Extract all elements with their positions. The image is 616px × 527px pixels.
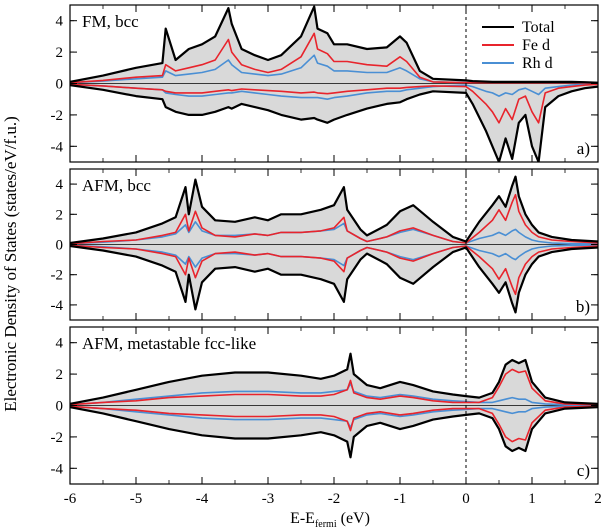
panel-title: AFM, bcc [82,176,151,195]
legend-label: Rh d [522,55,553,72]
series-fe-d-up [70,368,598,406]
y-tick-label: 0 [56,399,64,415]
y-tick-label: 4 [56,177,64,193]
y-tick-label: 0 [56,77,64,93]
x-axis-label: E-Efermi (eV) [290,510,370,527]
series-rh-d-up [70,382,598,406]
x-tick-label: -4 [196,491,209,507]
series-total-up [70,5,598,84]
panel-label: b) [576,297,590,316]
y-tick-label: 2 [56,207,64,223]
series-total-down [70,406,598,459]
y-tick-label: 4 [56,14,64,30]
x-tick-label: -2 [328,491,341,507]
panel-title: FM, bcc [82,12,139,31]
series-total-up [70,352,598,405]
series-total-down [70,84,598,162]
series-rh-d-down [70,83,598,100]
x-tick-label: 1 [528,491,536,507]
total-dos-fill [70,6,598,162]
y-tick-label: 4 [56,336,64,352]
panel-label: c) [577,461,590,480]
y-axis-label: Electronic Density of States (states/eV/… [1,116,20,412]
plot-area [70,352,598,459]
x-tick-label: -5 [130,491,143,507]
y-tick-label: -4 [51,461,64,477]
y-tick-label: 0 [56,238,64,254]
panel-2: -4 -2 0 2 4 AFM, bcc b) [51,168,599,321]
y-tick-label: -4 [51,298,64,314]
plot-area [70,5,598,162]
x-axis-label-units: (eV) [341,510,370,527]
panel-1: -4 -2 0 2 4 FM, bcc a) [51,4,599,163]
series-fe-d-up [70,193,598,245]
panel-title: AFM, metastable fcc-like [82,334,256,353]
x-axis-label-sub: fermi [315,519,337,527]
x-tick-label: -1 [394,491,407,507]
series-total-up [70,175,598,245]
y-tick-label: -4 [51,139,64,155]
x-tick-label: 0 [462,491,470,507]
series-fe-d-down [70,405,598,443]
x-axis-label-main: E-E [290,510,315,527]
series-fe-d-down [70,244,598,296]
legend-label: Total [522,19,555,36]
x-tick-label: -3 [262,491,275,507]
panel-3: -4 -2 0 2 4 -6 -5 -4 -3 -2 -1 0 1 2 AFM, metastable fc… [51,326,602,507]
panel-label: a) [577,139,590,158]
series-total-down [70,244,598,314]
panels: -4 -2 0 2 4 FM, bcc a) -4 -2 0 2 4 AFM, bcc b) -4 -2 0 2 4… [51,4,602,507]
series-fe-d-down [70,83,598,124]
legend-label: Fe d [522,37,550,54]
x-tick-label: 2 [594,491,602,507]
y-tick-label: 2 [56,367,64,383]
y-tick-label: -2 [51,268,64,284]
series-rh-d-down [70,405,598,429]
x-tick-label: -6 [64,491,77,507]
y-tick-label: 2 [56,45,64,61]
y-tick-label: -2 [51,108,64,124]
y-tick-label: -2 [51,430,64,446]
plot-area [70,175,598,314]
